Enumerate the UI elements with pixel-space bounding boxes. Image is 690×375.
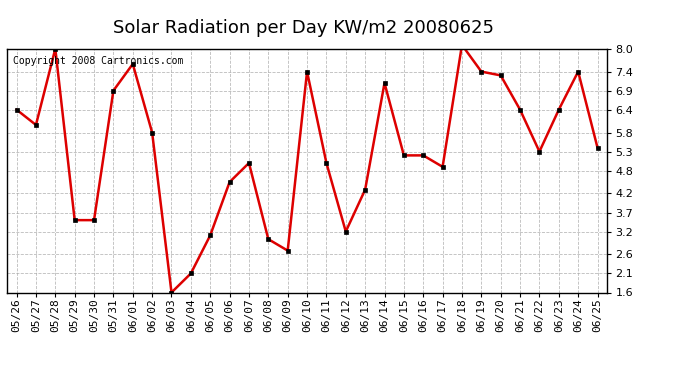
Text: Copyright 2008 Cartronics.com: Copyright 2008 Cartronics.com bbox=[13, 56, 184, 66]
Text: Solar Radiation per Day KW/m2 20080625: Solar Radiation per Day KW/m2 20080625 bbox=[113, 19, 494, 37]
